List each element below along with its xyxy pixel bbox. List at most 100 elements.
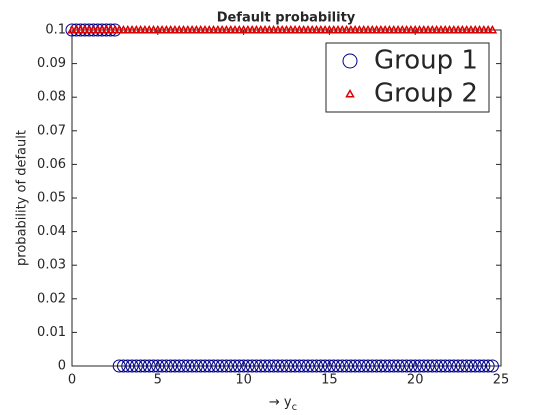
data-point <box>254 359 268 373</box>
data-point <box>408 359 422 373</box>
data-point <box>181 359 195 373</box>
data-point <box>112 359 126 373</box>
data-point <box>387 359 401 373</box>
data-point <box>292 359 306 373</box>
data-point <box>357 359 371 373</box>
y-tick-label: 0.04 <box>37 224 66 239</box>
y-tick-label: 0.07 <box>37 123 66 138</box>
data-point <box>374 359 388 373</box>
data-point <box>400 359 414 373</box>
data-point <box>485 359 499 373</box>
legend-label: Group 1 <box>374 46 478 76</box>
data-point <box>224 359 238 373</box>
data-point <box>138 359 152 373</box>
x-tick-label: 20 <box>407 373 424 388</box>
data-point <box>464 359 478 373</box>
y-tick-label: 0.05 <box>37 191 66 206</box>
x-axis-label-subscript: c <box>292 402 298 413</box>
data-point <box>249 359 263 373</box>
data-point <box>280 359 293 373</box>
y-tick-label: 0.1 <box>45 23 66 38</box>
x-tick-label: 25 <box>493 373 510 388</box>
data-point <box>327 359 341 373</box>
chart-title: Default probability <box>217 11 356 26</box>
y-tick-label: 0.09 <box>37 56 66 71</box>
legend-marker <box>342 53 358 69</box>
data-point <box>207 359 221 373</box>
data-point <box>365 359 379 373</box>
data-point <box>430 359 444 373</box>
data-point <box>121 359 135 373</box>
data-point <box>340 359 354 373</box>
data-point <box>322 359 336 373</box>
axes-box <box>71 29 502 367</box>
data-point <box>116 359 130 373</box>
data-point <box>164 359 178 373</box>
data-point <box>425 359 439 373</box>
data-point <box>348 359 362 373</box>
data-point <box>455 359 469 373</box>
data-point <box>443 359 457 373</box>
data-point <box>215 359 229 373</box>
data-point <box>297 359 311 373</box>
data-point <box>301 359 315 373</box>
data-point <box>378 359 392 373</box>
data-point <box>129 359 143 373</box>
data-point <box>271 359 285 373</box>
x-tick-label: 10 <box>235 373 252 388</box>
data-point <box>421 359 435 373</box>
data-point <box>159 359 173 373</box>
data-point <box>305 359 319 373</box>
data-point <box>267 359 281 373</box>
data-point <box>361 359 375 373</box>
data-point <box>481 359 495 373</box>
data-point <box>125 359 139 373</box>
data-point <box>417 359 431 373</box>
y-axis-label: probability of default <box>15 130 30 266</box>
y-tick-label: 0.02 <box>37 291 66 306</box>
x-tick-label: 0 <box>68 373 76 388</box>
y-tick-label: 0 <box>58 359 66 374</box>
data-point <box>412 359 426 373</box>
data-point <box>314 359 328 373</box>
y-tick-label: 0.03 <box>37 258 66 273</box>
data-point <box>258 359 272 373</box>
data-point <box>284 359 298 373</box>
data-point <box>151 359 165 373</box>
data-point <box>395 359 409 373</box>
data-point <box>344 359 358 373</box>
data-point <box>310 359 324 373</box>
data-point <box>473 359 487 373</box>
data-point <box>219 359 233 373</box>
data-point <box>237 359 251 373</box>
data-point <box>288 359 302 373</box>
data-point <box>404 359 418 373</box>
data-point <box>487 24 498 34</box>
data-point <box>194 359 208 373</box>
data-point <box>177 359 191 373</box>
data-point <box>228 359 242 373</box>
data-point <box>352 359 366 373</box>
data-point <box>468 359 482 373</box>
data-point <box>370 359 384 373</box>
y-tick-label: 0.01 <box>37 325 66 340</box>
data-point <box>262 359 276 373</box>
data-point <box>172 359 186 373</box>
y-tick-label: 0.08 <box>37 90 66 105</box>
data-point <box>318 359 332 373</box>
data-point <box>142 359 156 373</box>
data-point <box>147 359 161 373</box>
legend-label: Group 2 <box>374 79 478 109</box>
data-point <box>434 359 448 373</box>
x-tick-label: 15 <box>321 373 338 388</box>
data-point <box>155 359 169 373</box>
data-point <box>202 359 216 373</box>
data-point <box>460 359 474 373</box>
data-point <box>382 359 396 373</box>
data-point <box>198 359 212 373</box>
data-point <box>391 359 405 373</box>
data-point <box>245 359 259 373</box>
data-point <box>477 359 491 373</box>
x-axis-label: → yc <box>269 395 297 414</box>
data-point <box>335 359 349 373</box>
